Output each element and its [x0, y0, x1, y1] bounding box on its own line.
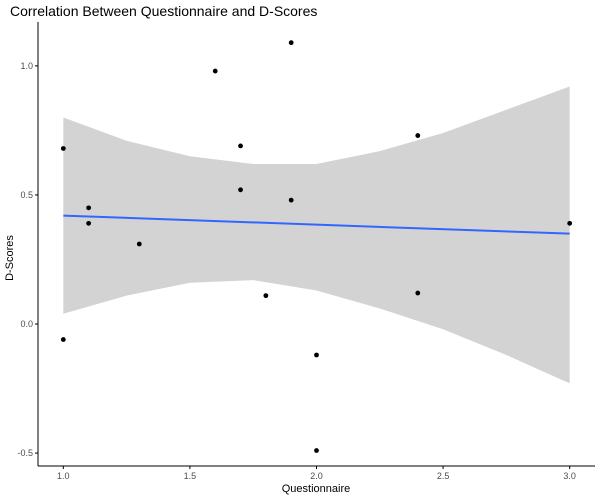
- fit-line-layer: [63, 214, 570, 235]
- y-tick-label: 0.5: [20, 190, 33, 200]
- data-point-6: [212, 68, 218, 74]
- data-point-15: [415, 290, 421, 296]
- data-point-4: [86, 220, 92, 226]
- data-point-16: [567, 220, 573, 226]
- x-tick-label: 2.5: [437, 471, 450, 481]
- data-point-8: [238, 187, 243, 193]
- y-tick-label: 1.0: [20, 61, 33, 71]
- x-tick-label: 2.0: [310, 471, 323, 481]
- data-point-9: [263, 293, 269, 299]
- data-point-14: [415, 133, 421, 138]
- data-point-7: [238, 143, 243, 149]
- data-point-1: [60, 146, 66, 151]
- data-point-12: [314, 352, 319, 358]
- confidence-band-layer: [63, 86, 570, 384]
- points-layer: [60, 40, 573, 453]
- data-point-13: [314, 448, 319, 453]
- x-tick-label: 1.0: [57, 471, 70, 481]
- data-point-10: [288, 40, 294, 46]
- y-tick-label: -0.5: [17, 448, 33, 458]
- x-axis-title: Questionnaire: [282, 483, 351, 495]
- axes-layer: 1.0 1.5 2.0 2.5 3.0 -0.5 0.0 0.5 1.0: [17, 22, 595, 481]
- y-axis-title: D-Scores: [4, 235, 16, 281]
- data-point-5: [136, 241, 142, 247]
- data-point-11: [288, 197, 294, 203]
- x-tick-label: 1.5: [184, 471, 197, 481]
- chart-title: Correlation Between Questionnaire and D-…: [10, 3, 318, 19]
- data-point-3: [86, 205, 92, 211]
- confidence-band: [63, 86, 570, 384]
- y-tick-label: 0.0: [20, 319, 33, 329]
- data-point-2: [60, 337, 66, 342]
- regression-line: [63, 214, 570, 235]
- x-tick-label: 3.0: [563, 471, 576, 481]
